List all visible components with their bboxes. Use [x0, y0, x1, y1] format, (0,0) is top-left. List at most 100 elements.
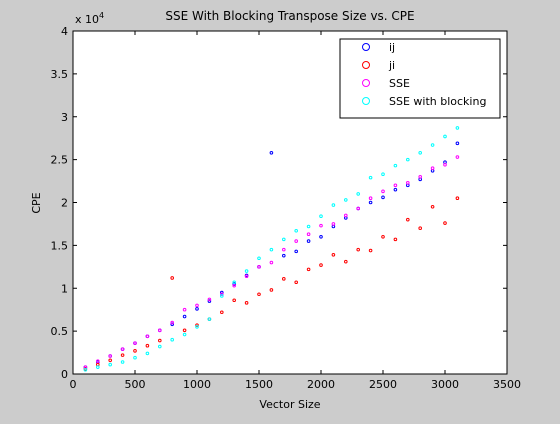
data-point	[430, 143, 435, 147]
data-point	[418, 174, 423, 179]
data-point	[331, 222, 336, 226]
data-point	[195, 307, 199, 311]
data-point	[306, 239, 311, 243]
data-point	[244, 274, 249, 279]
data-point	[269, 150, 274, 155]
y-tick-label: 0.5	[51, 325, 69, 338]
data-point	[319, 223, 323, 228]
x-tick-label: 2000	[307, 378, 335, 391]
data-point	[120, 360, 125, 364]
data-point	[418, 226, 423, 231]
data-point	[170, 337, 174, 342]
data-point	[232, 282, 236, 286]
y-axis-ticks: 0 0.5 1 1.5 2 2.5 3 3.5 4	[51, 25, 507, 381]
x-tick-label: 0	[70, 378, 77, 391]
data-point	[244, 301, 249, 305]
data-point	[368, 175, 373, 180]
data-point	[393, 163, 398, 168]
data-point	[133, 349, 137, 353]
data-point	[170, 322, 174, 327]
data-point	[393, 187, 398, 192]
y-axis-multiplier: x 104	[75, 11, 104, 26]
data-point	[319, 214, 323, 219]
data-point	[195, 325, 199, 329]
data-point	[182, 332, 187, 337]
data-point	[108, 362, 112, 367]
data-point	[232, 283, 236, 288]
x-axis-ticks: 0 500 1000 1500 2000 2500 3000 3500	[70, 31, 521, 391]
data-point	[220, 310, 224, 315]
data-point	[145, 343, 150, 348]
data-point	[393, 237, 398, 242]
x-tick-label: 3500	[493, 378, 521, 391]
data-point	[331, 253, 336, 257]
data-point	[170, 276, 174, 280]
data-point	[158, 338, 162, 343]
y-tick-label: 3	[61, 111, 68, 124]
data-point	[455, 141, 460, 146]
data-point	[443, 162, 447, 167]
data-point	[182, 328, 187, 333]
data-point	[319, 263, 323, 267]
data-point	[406, 217, 410, 222]
data-point	[195, 323, 199, 327]
data-point	[269, 247, 274, 252]
y-multiplier-exponent: 4	[99, 11, 104, 20]
data-point	[282, 253, 286, 258]
series-3-points	[83, 126, 460, 372]
x-axis-label: Vector Size	[259, 398, 320, 411]
data-point	[430, 204, 435, 209]
data-point	[170, 320, 174, 325]
data-point	[381, 189, 385, 194]
data-point	[306, 267, 311, 272]
data-point	[207, 299, 212, 303]
data-point	[220, 290, 224, 295]
x-tick-label: 1500	[245, 378, 273, 391]
legend-marker	[362, 79, 370, 87]
data-point	[269, 260, 274, 265]
legend-marker	[362, 43, 370, 51]
data-point	[257, 256, 261, 261]
data-point	[381, 195, 385, 200]
legend-marker	[362, 97, 370, 105]
data-point	[282, 237, 286, 242]
series-2-points	[83, 155, 460, 369]
data-point	[406, 157, 410, 162]
legend-label: SSE	[389, 77, 410, 90]
data-point	[257, 265, 261, 269]
data-point	[145, 351, 150, 356]
data-point	[120, 353, 125, 357]
x-tick-label: 500	[125, 378, 146, 391]
data-point	[393, 183, 398, 188]
y-tick-label: 0	[61, 368, 68, 381]
data-point	[306, 224, 311, 229]
data-point	[368, 248, 373, 253]
data-point	[443, 221, 447, 225]
data-point	[158, 328, 162, 333]
data-point	[455, 196, 460, 201]
y-multiplier-base: x 10	[75, 13, 99, 26]
data-point	[96, 365, 100, 369]
data-point	[133, 355, 137, 360]
data-point	[294, 239, 299, 243]
data-point	[282, 247, 286, 252]
data-point	[96, 359, 100, 363]
data-point	[418, 150, 423, 155]
data-point	[331, 203, 336, 207]
data-point	[220, 292, 224, 297]
data-point	[344, 259, 348, 264]
data-point	[158, 344, 162, 349]
data-point	[83, 367, 88, 372]
data-point	[182, 314, 187, 319]
data-point	[319, 235, 323, 239]
legend-label: ji	[388, 59, 395, 72]
data-point	[145, 334, 150, 339]
data-point	[406, 180, 410, 185]
data-point	[108, 358, 112, 363]
y-tick-label: 2	[61, 197, 68, 210]
y-tick-label: 2.5	[51, 154, 69, 167]
data-point	[120, 347, 125, 351]
data-point	[282, 277, 286, 281]
